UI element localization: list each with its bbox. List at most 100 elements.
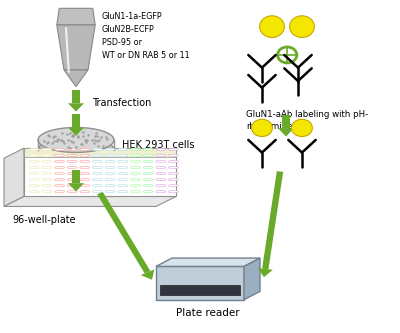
Ellipse shape [29, 148, 39, 151]
Ellipse shape [118, 184, 128, 187]
Ellipse shape [67, 172, 77, 175]
Ellipse shape [38, 128, 114, 153]
Polygon shape [156, 258, 260, 266]
Ellipse shape [92, 190, 102, 193]
Polygon shape [72, 114, 80, 128]
Ellipse shape [105, 154, 115, 157]
Ellipse shape [80, 166, 90, 168]
Ellipse shape [54, 166, 64, 168]
Ellipse shape [42, 160, 52, 163]
Ellipse shape [29, 178, 39, 181]
Ellipse shape [105, 160, 115, 163]
Polygon shape [244, 258, 260, 300]
Ellipse shape [105, 184, 115, 187]
Ellipse shape [80, 148, 90, 151]
Ellipse shape [54, 160, 64, 163]
Ellipse shape [130, 178, 140, 181]
Polygon shape [57, 25, 95, 70]
Ellipse shape [143, 184, 153, 187]
Ellipse shape [92, 154, 102, 157]
Ellipse shape [252, 119, 272, 137]
Ellipse shape [67, 148, 77, 151]
Ellipse shape [29, 190, 39, 193]
Ellipse shape [143, 166, 153, 168]
Ellipse shape [292, 119, 312, 137]
Polygon shape [282, 115, 290, 128]
Ellipse shape [54, 172, 64, 175]
Text: GluN1-1a-EGFP
GluN2B-ECFP
PSD-95 or
WT or DN RAB 5 or 11: GluN1-1a-EGFP GluN2B-ECFP PSD-95 or WT o… [102, 12, 190, 60]
Ellipse shape [80, 190, 90, 193]
Ellipse shape [156, 184, 166, 187]
Polygon shape [68, 183, 84, 191]
Polygon shape [68, 128, 84, 136]
Ellipse shape [54, 190, 64, 193]
Ellipse shape [130, 184, 140, 187]
Text: Plate reader: Plate reader [176, 308, 240, 318]
Text: GluN1-aAb labeling with pH-
rhodamine: GluN1-aAb labeling with pH- rhodamine [246, 110, 368, 131]
Ellipse shape [67, 154, 77, 157]
Ellipse shape [67, 178, 77, 181]
Ellipse shape [156, 154, 166, 157]
Polygon shape [262, 171, 283, 269]
Polygon shape [72, 90, 80, 103]
Ellipse shape [168, 178, 178, 181]
Text: HEK 293T cells: HEK 293T cells [122, 140, 194, 150]
Ellipse shape [156, 190, 166, 193]
Ellipse shape [156, 178, 166, 181]
Text: 96-well-plate: 96-well-plate [12, 215, 76, 225]
Ellipse shape [92, 166, 102, 168]
Ellipse shape [118, 172, 128, 175]
Polygon shape [4, 196, 176, 206]
Ellipse shape [118, 166, 128, 168]
Polygon shape [72, 170, 80, 183]
Ellipse shape [156, 166, 166, 168]
Polygon shape [57, 8, 95, 25]
Ellipse shape [168, 154, 178, 157]
Ellipse shape [80, 184, 90, 187]
Polygon shape [64, 70, 88, 87]
Ellipse shape [29, 172, 39, 175]
Text: Transfection: Transfection [92, 98, 151, 108]
Ellipse shape [118, 154, 128, 157]
Ellipse shape [143, 148, 153, 151]
Ellipse shape [92, 184, 102, 187]
Ellipse shape [67, 160, 77, 163]
Polygon shape [97, 192, 150, 273]
Ellipse shape [54, 184, 64, 187]
Ellipse shape [105, 178, 115, 181]
Ellipse shape [29, 160, 39, 163]
Ellipse shape [105, 148, 115, 151]
Ellipse shape [130, 148, 140, 151]
Ellipse shape [42, 184, 52, 187]
Polygon shape [68, 103, 84, 112]
Ellipse shape [92, 178, 102, 181]
Ellipse shape [143, 154, 153, 157]
Ellipse shape [54, 178, 64, 181]
Ellipse shape [42, 178, 52, 181]
Ellipse shape [38, 137, 114, 163]
Polygon shape [258, 268, 273, 277]
Ellipse shape [156, 148, 166, 151]
Polygon shape [4, 148, 24, 206]
Ellipse shape [118, 160, 128, 163]
Polygon shape [278, 128, 294, 137]
Ellipse shape [67, 190, 77, 193]
Ellipse shape [29, 166, 39, 168]
Ellipse shape [156, 160, 166, 163]
Ellipse shape [168, 160, 178, 163]
Ellipse shape [29, 184, 39, 187]
Ellipse shape [156, 172, 166, 175]
Polygon shape [160, 285, 240, 295]
Ellipse shape [168, 184, 178, 187]
Ellipse shape [130, 172, 140, 175]
Ellipse shape [143, 160, 153, 163]
Ellipse shape [105, 190, 115, 193]
Ellipse shape [130, 160, 140, 163]
Ellipse shape [105, 172, 115, 175]
Ellipse shape [80, 154, 90, 157]
Ellipse shape [118, 190, 128, 193]
Ellipse shape [143, 178, 153, 181]
Ellipse shape [143, 172, 153, 175]
Ellipse shape [42, 154, 52, 157]
Ellipse shape [143, 190, 153, 193]
